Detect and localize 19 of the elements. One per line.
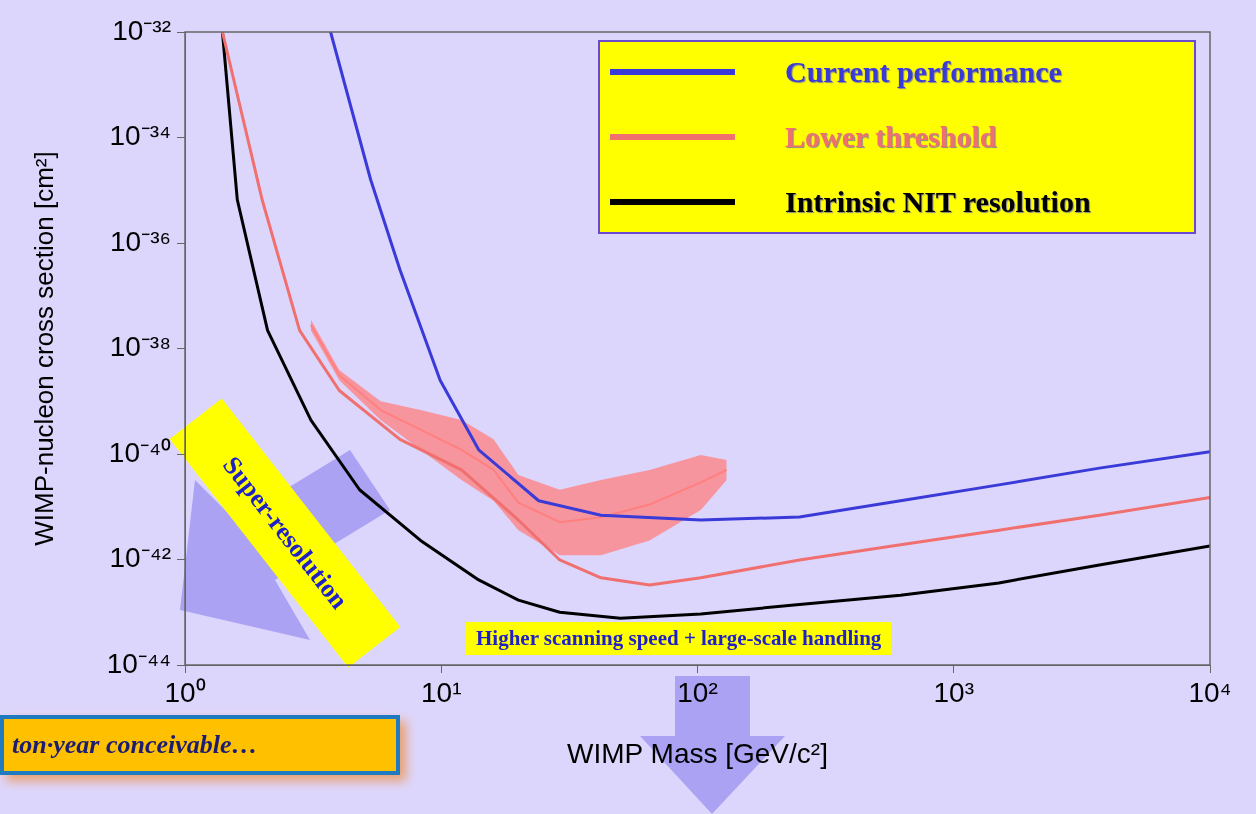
legend-label: Lower threshold	[785, 120, 997, 154]
x-axis-title: WIMP Mass [GeV/c²]	[567, 737, 828, 769]
x-tick-label: 10⁰	[164, 676, 206, 708]
y-tick-label: 10⁻⁴⁰	[108, 436, 171, 468]
legend-label: Current performance	[785, 55, 1062, 89]
text: ton·year conceivable…	[0, 715, 400, 775]
y-tick-label: 10⁻³⁸	[109, 331, 171, 363]
x-tick-label: 10⁴	[1188, 676, 1232, 708]
annotation: Higher scanning speed + large-scale handling	[466, 622, 892, 655]
legend-label: Intrinsic NIT resolution	[785, 185, 1091, 219]
x-tick-label: 10³	[933, 676, 974, 708]
y-tick-label: 10⁻³⁴	[109, 120, 171, 152]
y-tick-label: 10⁻³²	[112, 14, 171, 46]
x-tick-label: 10²	[677, 676, 718, 708]
y-tick-label: 10⁻³⁶	[110, 225, 171, 257]
y-tick-label: 10⁻⁴²	[109, 542, 171, 574]
y-axis-title: WIMP-nucleon cross section [cm²]	[28, 151, 59, 546]
x-tick-label: 10¹	[421, 676, 462, 708]
y-tick-label: 10⁻⁴⁴	[106, 647, 171, 679]
